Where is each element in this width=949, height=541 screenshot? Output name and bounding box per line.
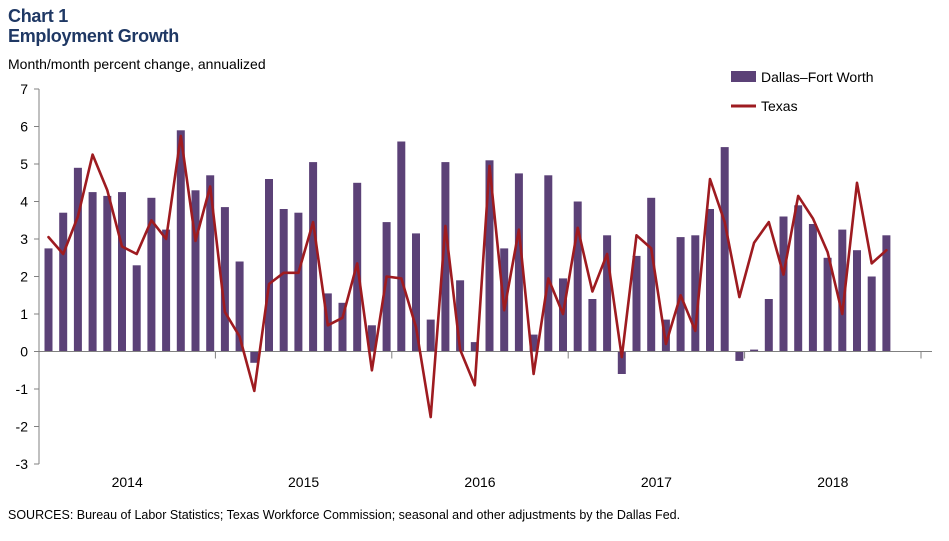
bar-series-dallas-fort-worth — [44, 130, 891, 374]
y-tick-label: -3 — [16, 456, 29, 472]
x-year-label: 2016 — [464, 474, 495, 490]
bar-2014-12 — [206, 175, 215, 352]
bar-2014-10 — [176, 130, 185, 352]
bar-2017-09 — [691, 235, 700, 352]
bar-2015-01 — [220, 207, 229, 352]
y-tick-label: 5 — [20, 156, 28, 172]
bar-2018-06 — [823, 257, 832, 352]
y-tick-label: 2 — [20, 269, 28, 285]
bar-2016-01 — [397, 141, 406, 352]
bar-2014-01 — [44, 248, 53, 352]
bar-2014-09 — [162, 229, 171, 352]
y-tick-label: 7 — [20, 81, 28, 97]
y-tick-label: 0 — [20, 344, 28, 360]
bar-2015-11 — [367, 325, 376, 352]
bar-2015-07 — [309, 162, 318, 352]
y-tick-label: 6 — [20, 119, 28, 135]
legend-label-dallas-fort-worth: Dallas–Fort Worth — [761, 69, 874, 85]
source-note: SOURCES: Bureau of Labor Statistics; Tex… — [8, 508, 681, 522]
bar-2016-04 — [441, 162, 450, 352]
bar-2018-03 — [779, 216, 788, 352]
bar-2016-09 — [514, 173, 523, 352]
bar-2017-04 — [617, 351, 626, 374]
bar-2015-12 — [382, 222, 391, 352]
bar-2015-03 — [250, 351, 259, 363]
x-year-label: 2014 — [112, 474, 143, 490]
bar-2018-04 — [794, 205, 803, 352]
bar-2016-10 — [529, 334, 538, 352]
y-tick-label: 3 — [20, 231, 28, 247]
bar-2017-11 — [720, 147, 729, 352]
bar-2014-06 — [118, 192, 126, 352]
y-axis-label: Month/month percent change, annualized — [8, 56, 266, 72]
bar-2017-03 — [603, 235, 612, 352]
bar-2016-03 — [426, 319, 435, 352]
line-series-texas — [47, 134, 888, 419]
bar-2018-02 — [764, 299, 773, 352]
legend-swatch-dallas-fort-worth — [731, 71, 756, 82]
bar-2015-04 — [265, 179, 273, 352]
y-tick-label: 1 — [20, 306, 28, 322]
x-year-label: 2018 — [817, 474, 848, 490]
bar-2018-07 — [838, 229, 847, 352]
bar-2016-06 — [470, 342, 479, 352]
bar-2014-11 — [191, 190, 200, 352]
bar-2014-08 — [147, 197, 156, 352]
bar-2014-05 — [103, 195, 112, 352]
bar-2018-09 — [867, 276, 876, 352]
bar-2018-05 — [808, 224, 817, 352]
legend: Dallas–Fort Worth Texas — [731, 69, 874, 114]
x-year-label: 2015 — [288, 474, 319, 490]
bar-2018-08 — [853, 250, 861, 352]
bar-2014-07 — [132, 265, 141, 352]
bar-2017-05 — [632, 255, 641, 352]
y-tick-label: -1 — [16, 381, 29, 397]
bar-2017-10 — [706, 209, 714, 352]
bar-2017-01 — [573, 201, 582, 352]
legend-label-texas: Texas — [761, 98, 798, 114]
bar-2014-02 — [59, 212, 68, 352]
chart-title: Employment Growth — [8, 26, 179, 46]
y-tick-label: -2 — [16, 419, 29, 435]
bar-2016-11 — [544, 175, 553, 352]
bar-2016-07 — [485, 160, 494, 352]
bar-2014-03 — [73, 167, 82, 352]
bar-2015-05 — [279, 209, 288, 352]
bar-2015-02 — [235, 261, 244, 352]
y-tick-label: 4 — [20, 194, 28, 210]
bar-2015-06 — [294, 212, 303, 352]
bar-2017-06 — [647, 197, 656, 352]
bar-2017-02 — [588, 299, 597, 352]
bar-2018-10 — [882, 235, 891, 352]
axes: -3 -2 -1 0 1 2 3 4 5 6 7 2014 2015 2016 2017 2018 — [16, 81, 932, 490]
bar-2016-05 — [456, 280, 465, 352]
texas-line — [47, 134, 888, 419]
bar-2014-04 — [88, 192, 97, 352]
bar-2015-09 — [338, 302, 347, 352]
bar-2018-01 — [750, 349, 759, 352]
bar-2017-12 — [735, 351, 744, 361]
bar-2016-02 — [412, 233, 420, 352]
x-year-label: 2017 — [641, 474, 672, 490]
chart-number: Chart 1 — [8, 6, 68, 26]
